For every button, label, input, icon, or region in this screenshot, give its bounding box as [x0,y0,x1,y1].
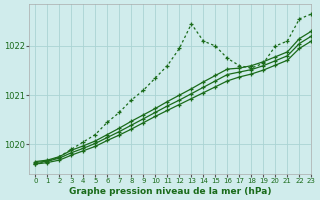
X-axis label: Graphe pression niveau de la mer (hPa): Graphe pression niveau de la mer (hPa) [69,187,272,196]
